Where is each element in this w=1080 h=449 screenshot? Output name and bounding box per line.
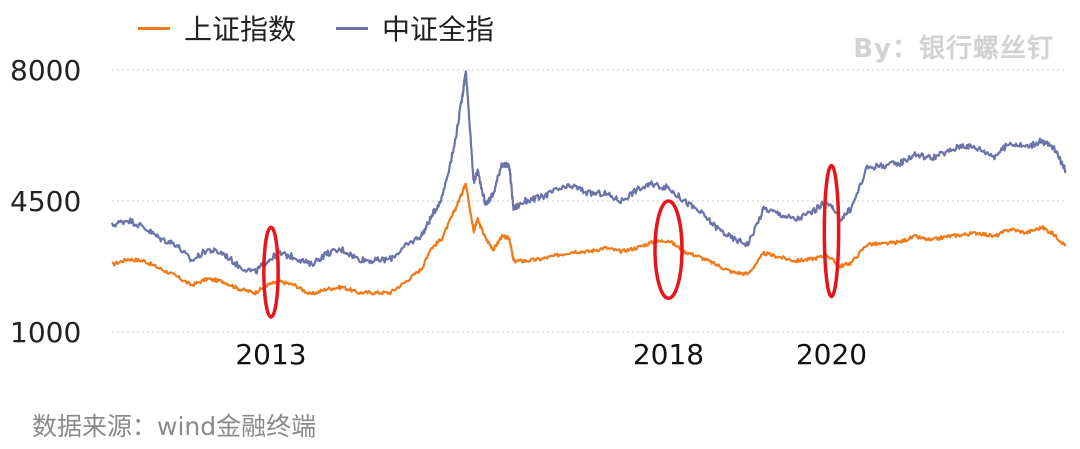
legend-item-shanghai: 上证指数: [138, 8, 296, 48]
chart-legend: 上证指数 中证全指: [138, 8, 534, 48]
y-tick-label-1000: 1000: [10, 316, 81, 349]
author-watermark: By：银行螺丝钉: [853, 34, 1054, 64]
y-axis-ticks: 1000 4500 8000: [10, 54, 81, 349]
x-tick-label-2020: 2020: [796, 338, 867, 371]
y-tick-label-8000: 8000: [10, 54, 81, 87]
x-tick-label-2013: 2013: [235, 338, 306, 371]
series-line-1: [110, 70, 1067, 275]
highlight-ellipses: [262, 163, 841, 319]
series-lines: [110, 70, 1067, 296]
x-tick-label-2018: 2018: [633, 338, 704, 371]
legend-label-shanghai: 上证指数: [184, 13, 297, 46]
series-line-0: [111, 182, 1067, 296]
x-axis-ticks: 2013 2018 2020: [235, 338, 867, 371]
highlight-ellipse-2: [822, 163, 841, 299]
grid-lines: [112, 69, 1066, 333]
legend-item-csi-all: 中证全指: [336, 8, 494, 48]
highlight-ellipse-0: [262, 225, 280, 319]
legend-swatch-shanghai: [138, 26, 170, 30]
highlight-ellipse-1: [653, 199, 684, 301]
legend-swatch-csi-all: [336, 26, 369, 30]
legend-label-csi-all: 中证全指: [382, 13, 495, 46]
data-source-note: 数据来源：wind金融终端: [32, 412, 317, 441]
y-tick-label-4500: 4500: [10, 185, 81, 218]
